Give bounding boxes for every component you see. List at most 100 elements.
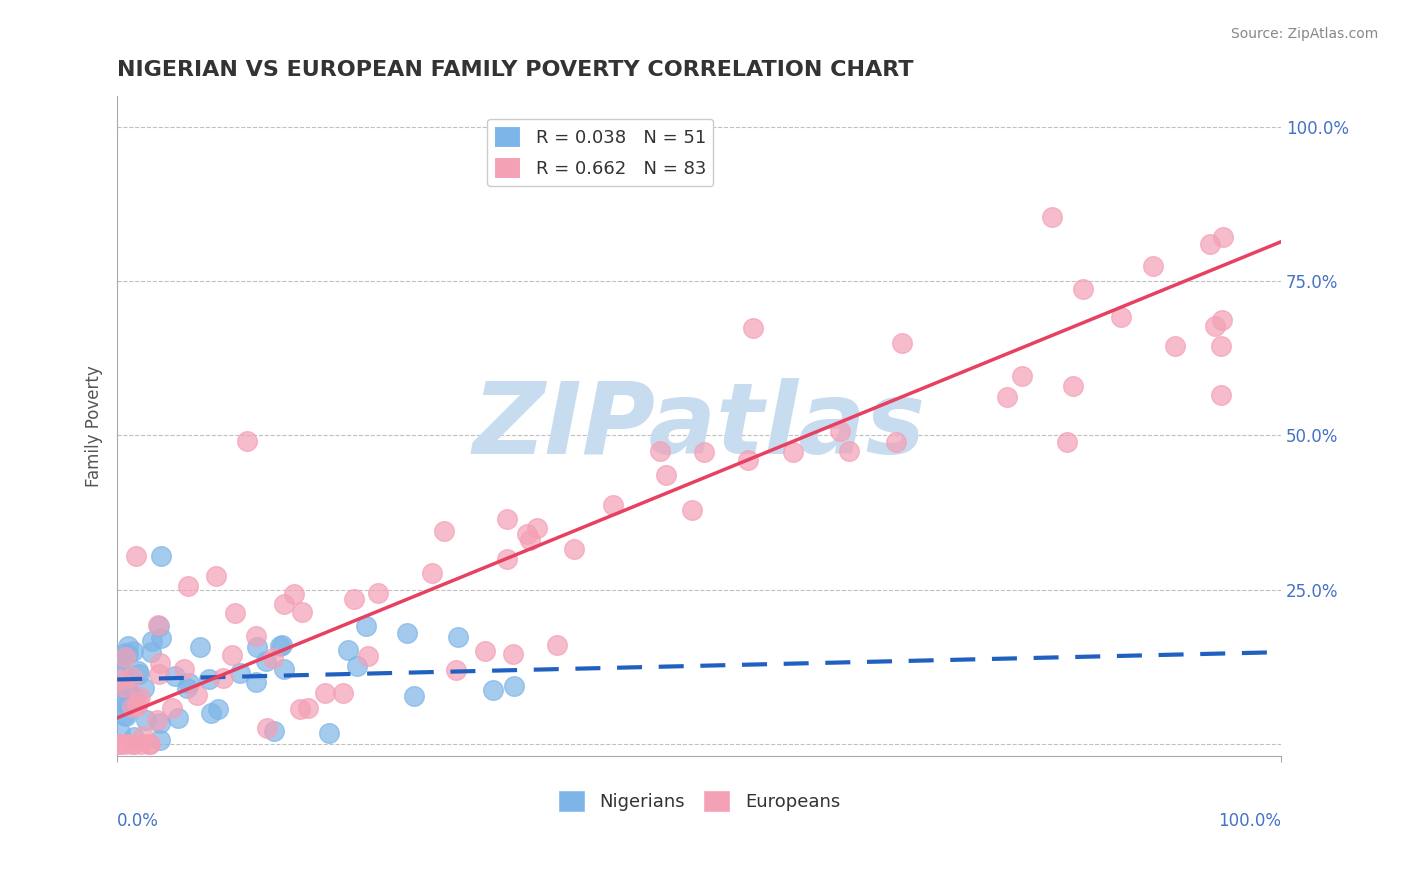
Point [149, 549, 172, 564]
Point [146, 618, 169, 632]
Point [132, 729, 155, 743]
Point [562, 541, 585, 556]
Point [742, 321, 765, 335]
Point [886, 434, 908, 449]
Point [176, 681, 198, 696]
Point [343, 592, 366, 607]
Point [1011, 368, 1033, 383]
Point [108, 673, 131, 687]
Point [138, 737, 160, 751]
Point [655, 468, 678, 483]
Point [1211, 388, 1233, 402]
Point [236, 434, 259, 448]
Point [108, 737, 131, 751]
Point [148, 666, 170, 681]
Point [446, 630, 468, 644]
Point [256, 721, 278, 735]
Point [160, 701, 183, 715]
Point [127, 695, 149, 709]
Point [346, 658, 368, 673]
Point [129, 737, 152, 751]
Point [211, 671, 233, 685]
Point [496, 551, 519, 566]
Point [149, 657, 172, 671]
Point [693, 445, 716, 459]
Legend: Nigerians, Europeans: Nigerians, Europeans [551, 783, 848, 820]
Point [135, 713, 157, 727]
Point [681, 503, 703, 517]
Point [1142, 259, 1164, 273]
Point [110, 690, 132, 704]
Text: NIGERIAN VS EUROPEAN FAMILY POVERTY CORRELATION CHART: NIGERIAN VS EUROPEAN FAMILY POVERTY CORR… [117, 60, 914, 79]
Point [245, 674, 267, 689]
Point [432, 524, 454, 538]
Point [163, 669, 186, 683]
Point [132, 681, 155, 695]
Point [263, 724, 285, 739]
Text: 100.0%: 100.0% [1218, 812, 1281, 830]
Point [205, 569, 228, 583]
Point [150, 631, 173, 645]
Point [288, 702, 311, 716]
Point [117, 647, 139, 661]
Point [114, 649, 136, 664]
Point [115, 737, 138, 751]
Point [995, 390, 1018, 404]
Point [1212, 229, 1234, 244]
Point [108, 653, 131, 667]
Point [129, 690, 152, 704]
Point [245, 629, 267, 643]
Point [186, 688, 208, 702]
Point [891, 336, 914, 351]
Point [602, 498, 624, 512]
Point [1071, 282, 1094, 296]
Point [122, 731, 145, 745]
Point [502, 647, 524, 661]
Point [1198, 237, 1220, 252]
Point [737, 453, 759, 467]
Point [395, 626, 418, 640]
Point [291, 605, 314, 619]
Point [420, 566, 443, 580]
Point [273, 662, 295, 676]
Point [314, 686, 336, 700]
Point [1211, 312, 1233, 326]
Point [108, 724, 131, 739]
Point [254, 653, 277, 667]
Point [115, 709, 138, 723]
Point [125, 549, 148, 563]
Point [177, 578, 200, 592]
Point [117, 639, 139, 653]
Point [516, 527, 538, 541]
Point [546, 638, 568, 652]
Point [115, 682, 138, 697]
Point [112, 708, 135, 723]
Point [404, 689, 426, 703]
Point [838, 444, 860, 458]
Point [482, 683, 505, 698]
Point [110, 737, 132, 751]
Point [173, 662, 195, 676]
Point [188, 640, 211, 655]
Point [146, 713, 169, 727]
Point [122, 737, 145, 751]
Point [139, 645, 162, 659]
Point [526, 521, 548, 535]
Point [782, 445, 804, 459]
Y-axis label: Family Poverty: Family Poverty [86, 366, 103, 487]
Point [221, 648, 243, 663]
Point [283, 587, 305, 601]
Point [114, 646, 136, 660]
Point [149, 716, 172, 731]
Point [229, 666, 252, 681]
Point [138, 737, 160, 751]
Point [200, 706, 222, 720]
Point [474, 644, 496, 658]
Point [148, 619, 170, 633]
Point [1209, 339, 1232, 353]
Point [122, 737, 145, 751]
Point [115, 698, 138, 712]
Point [495, 512, 517, 526]
Point [122, 690, 145, 704]
Point [648, 443, 671, 458]
